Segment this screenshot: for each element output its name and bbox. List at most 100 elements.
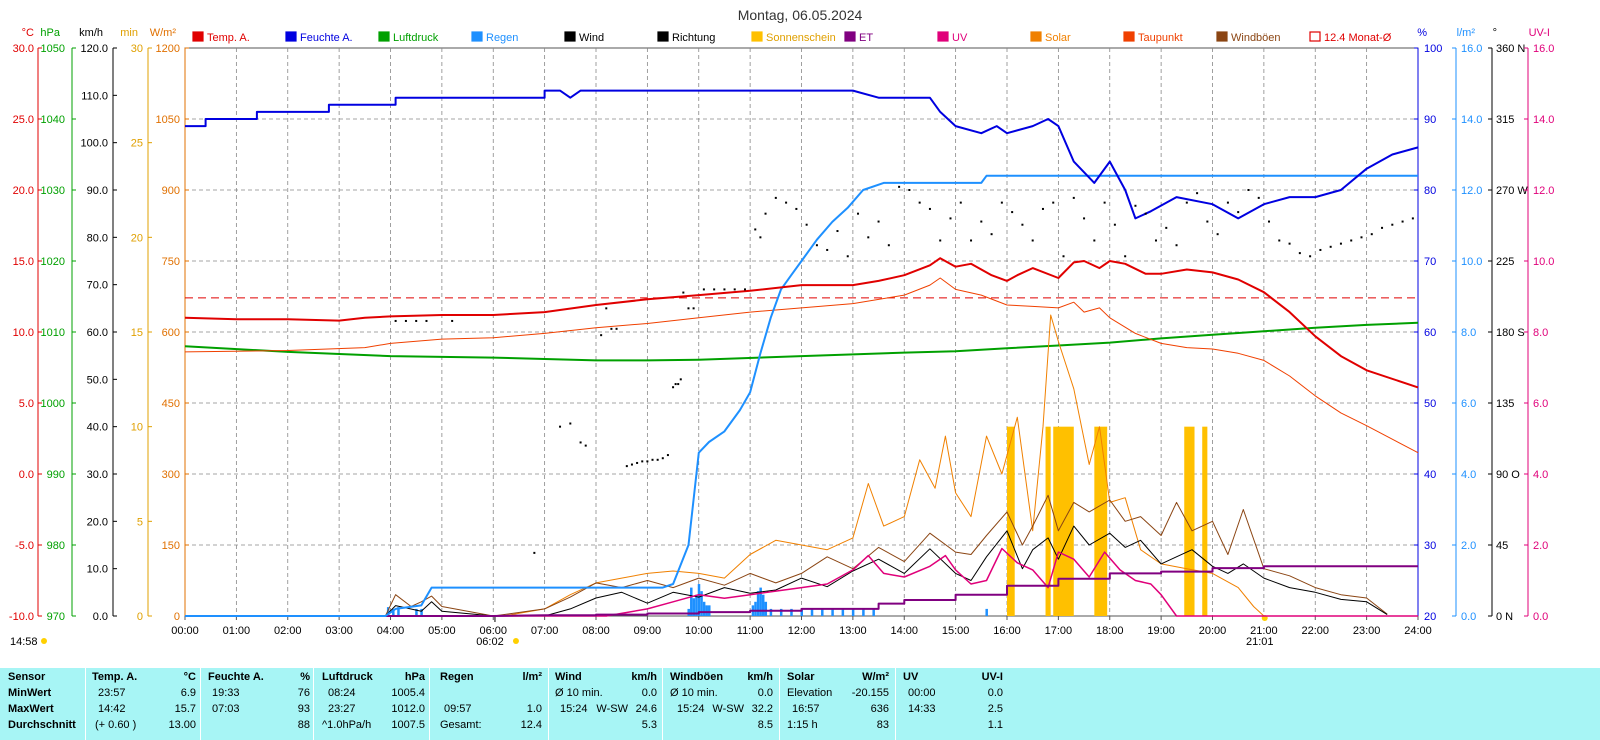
direction-point [600, 334, 603, 337]
legend-swatch-12 [1309, 31, 1321, 42]
direction-point [857, 212, 860, 215]
direction-point [949, 217, 952, 220]
direction-point [702, 288, 705, 291]
stats-separator [779, 668, 780, 740]
x-tick-label: 14:00 [890, 625, 918, 637]
direction-point [533, 551, 536, 554]
direction-point [651, 458, 654, 461]
direction-point [1319, 248, 1322, 251]
axis-header-temp: °C [22, 27, 34, 39]
direction-point [815, 244, 818, 247]
direction-point [1113, 223, 1116, 226]
direction-point [826, 248, 829, 251]
direction-point [615, 327, 618, 330]
legend-label-6: Sonnenschein [766, 32, 836, 44]
axis-label-hum: 70 [1424, 256, 1436, 268]
stats-temp-title: Temp. A. [92, 671, 138, 683]
rain-bar [397, 607, 400, 616]
rain-bar [700, 591, 703, 616]
chart-grid [184, 47, 1419, 617]
series-line-solar [185, 314, 1265, 617]
axis-label-rain: 4.0 [1461, 469, 1476, 481]
rain-bar [705, 605, 708, 616]
direction-point [1021, 223, 1024, 226]
series-line-temp-a [184, 257, 1419, 389]
axis-label-solar: 300 [162, 469, 180, 481]
axis-label-temp: 5.0 [19, 398, 34, 410]
direction-point [1350, 239, 1353, 242]
axis-header-wind: km/h [79, 27, 103, 39]
stats-hum-min: 76 [297, 687, 310, 699]
stats-hum-avg: 88 [297, 719, 310, 731]
direction-point [1144, 212, 1147, 215]
axis-label-hum: 90 [1424, 114, 1436, 126]
rain-bar [415, 608, 418, 616]
rain-bar [800, 608, 803, 616]
stats-rain-unit: l/m² [522, 671, 542, 683]
stats-press-min: 1005.4 [391, 687, 425, 699]
series-line-et [185, 565, 1418, 617]
sunrise-time: 06:02 [476, 636, 504, 648]
stats-uv-max-time: 14:33 [908, 703, 936, 715]
direction-point [1031, 239, 1034, 242]
legend-label-5: Richtung [672, 32, 715, 44]
direction-point [846, 255, 849, 258]
axis-label-dir: 225 [1496, 256, 1514, 268]
axis-label-hum: 30 [1424, 540, 1436, 552]
sunset-time: 21:01 [1246, 636, 1274, 648]
direction-point [692, 307, 695, 310]
direction-point [898, 185, 901, 188]
direction-point [672, 386, 675, 389]
direction-point [1329, 245, 1332, 248]
axis-label-press: 990 [47, 469, 65, 481]
x-tick-label: 17:00 [1045, 625, 1073, 637]
axis-label-wind: 90.0 [87, 185, 108, 197]
stats-min-label: MinWert [8, 687, 52, 699]
direction-point [674, 383, 677, 386]
x-tick-label: 09:00 [634, 625, 662, 637]
axis-label-rain: 6.0 [1461, 398, 1476, 410]
x-tick-label: 02:00 [274, 625, 302, 637]
x-tick-label: 13:00 [839, 625, 867, 637]
direction-point [579, 441, 582, 444]
direction-point [1309, 255, 1312, 258]
direction-point [1370, 233, 1373, 236]
x-tick-label: 08:00 [582, 625, 610, 637]
direction-point [1411, 217, 1414, 220]
stats-max-label: MaxWert [8, 703, 54, 715]
axis-header-press: hPa [40, 27, 60, 39]
stats-gust-unit: km/h [747, 671, 773, 683]
rain-bar [841, 608, 845, 616]
axis-label-rain: 8.0 [1461, 327, 1476, 339]
stats-wind-title: Wind [555, 671, 582, 683]
direction-point [569, 422, 572, 425]
axis-label-wind: 60.0 [87, 327, 108, 339]
stats-gust-max-time: 15:24 [677, 703, 705, 715]
rain-bar [985, 608, 988, 616]
axis-label-uv: 6.0 [1533, 398, 1548, 410]
series-line-uv [185, 547, 1418, 617]
axis-label-temp: 30.0 [13, 43, 34, 55]
direction-point [1083, 217, 1086, 220]
direction-point [990, 233, 993, 236]
stats-separator [662, 668, 663, 740]
x-tick-label: 11:00 [737, 625, 764, 637]
rain-bar [851, 608, 855, 616]
stats-separator [548, 668, 549, 740]
direction-point [679, 378, 682, 381]
direction-point [1062, 255, 1065, 258]
x-tick-label: 06:00 [479, 625, 507, 637]
legend-swatch-8 [937, 31, 949, 42]
stats-separator [85, 668, 86, 740]
stats-solar-avg: 83 [876, 719, 889, 731]
axis-label-dir: 315 [1496, 114, 1514, 126]
axis-label-temp: 25.0 [13, 114, 34, 126]
axis-label-rain: 0.0 [1461, 611, 1476, 623]
direction-point [394, 319, 397, 322]
axis-label-rain: 12.0 [1461, 185, 1482, 197]
axis-label-temp: 10.0 [13, 327, 34, 339]
direction-point [754, 228, 757, 231]
axis-label-wind: 100.0 [80, 138, 108, 150]
legend-swatch-6 [751, 31, 763, 42]
left-axes: 30.025.020.015.010.05.00.0-5.0-10.010501… [9, 43, 189, 623]
